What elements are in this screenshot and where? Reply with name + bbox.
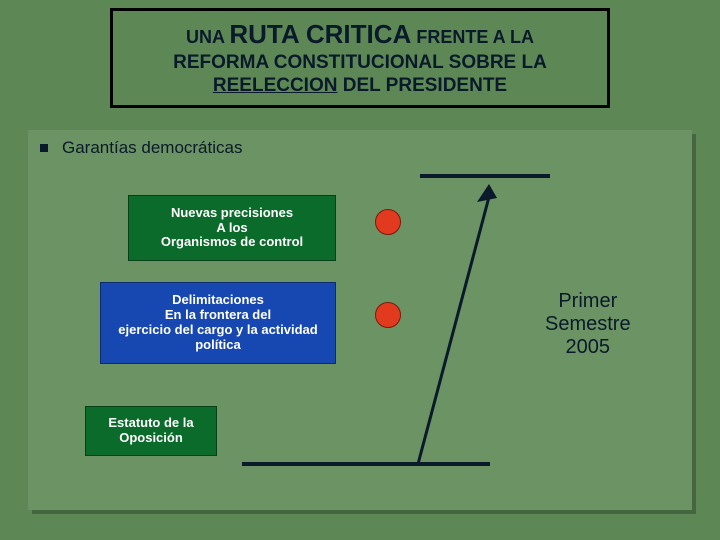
title-post: FRENTE A LA <box>411 27 534 47</box>
title-pre: UNA <box>186 27 229 47</box>
box-precisiones: Nuevas precisionesA losOrganismos de con… <box>128 195 336 261</box>
bullet-text: Garantías democráticas <box>62 138 242 158</box>
timeline-baseline <box>242 462 490 466</box>
title-line2a: REFORMA CONSTITUCIONAL SOBRE LA <box>173 52 547 73</box>
box-delimitaciones: DelimitacionesEn la frontera delejercici… <box>100 282 336 364</box>
title-main: RUTA CRITICA <box>229 19 411 49</box>
title-text: UNA RUTA CRITICA FRENTE A LA REFORMA CON… <box>123 19 597 98</box>
title-box: UNA RUTA CRITICA FRENTE A LA REFORMA CON… <box>110 8 610 108</box>
title-underlined: REELECCION <box>213 75 338 96</box>
timeline-label: PrimerSemestre2005 <box>545 290 631 359</box>
marker-circle <box>375 209 401 235</box>
box-estatuto: Estatuto de laOposición <box>85 406 217 456</box>
bullet-marker <box>40 144 48 152</box>
timeline-top-segment <box>420 174 550 178</box>
title-line2b: DEL PRESIDENTE <box>337 75 507 96</box>
marker-circle <box>375 302 401 328</box>
